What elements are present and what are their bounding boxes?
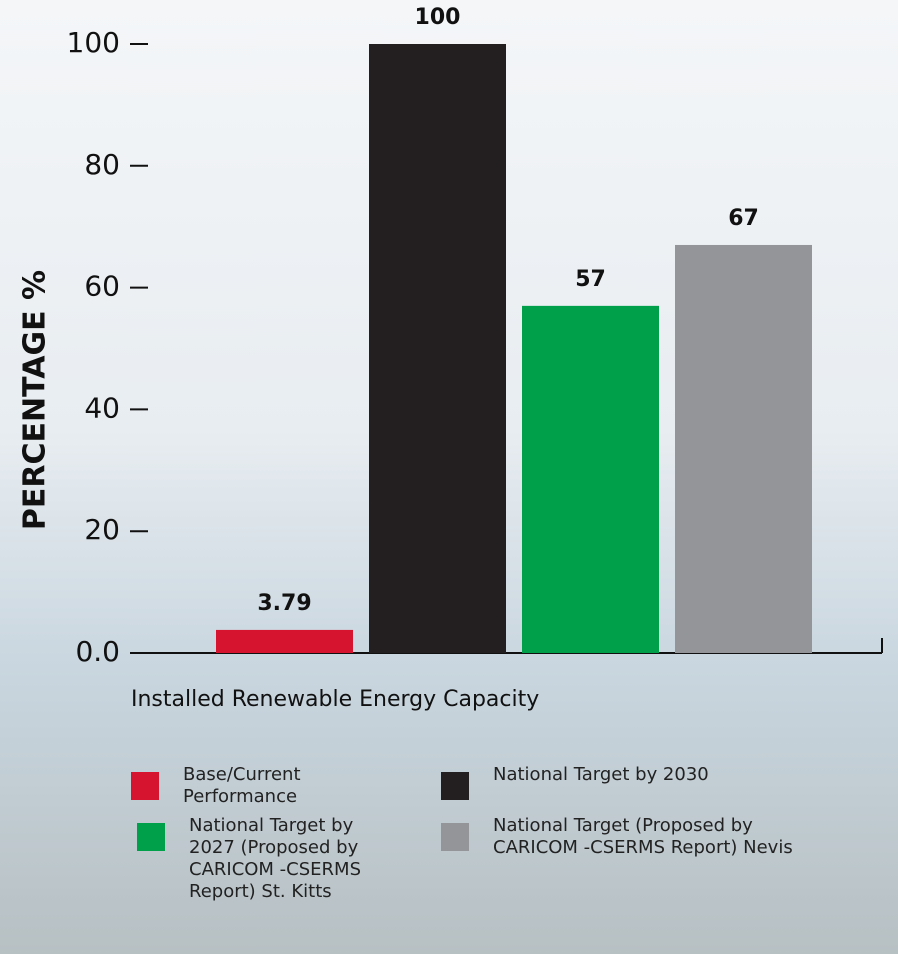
y-tick-label: 20 [84, 513, 120, 546]
bar [675, 244, 812, 653]
legend-item: National Target (Proposed by CARICOM -CS… [441, 815, 833, 859]
value-label: 57 [575, 267, 606, 292]
legend-item: National Target by 2030 [441, 764, 823, 800]
x-category-label: Installed Renewable Energy Capacity [131, 687, 539, 712]
legend-label: National Target by 2030 [493, 764, 709, 785]
legend-label: Base/Current Performance [183, 764, 301, 807]
legend-swatch [441, 772, 469, 800]
legend-swatch [441, 823, 469, 851]
y-tick-label: 0.0 [75, 635, 120, 668]
bar [216, 629, 353, 653]
value-label: 3.79 [257, 591, 311, 616]
y-tick-label: 60 [84, 270, 120, 303]
legend-swatch [137, 823, 165, 851]
value-label: 67 [728, 206, 759, 231]
y-tick-label: 80 [84, 148, 120, 181]
legend-label: National Target (Proposed by CARICOM -CS… [493, 815, 793, 858]
bar [522, 305, 659, 653]
bar [369, 44, 506, 653]
y-tick-label: 40 [84, 391, 120, 424]
value-label: 100 [415, 5, 461, 30]
y-axis-label: PERCENTAGE % [18, 270, 53, 530]
legend-label: National Target by 2027 (Proposed by CAR… [189, 815, 362, 902]
legend-item: Base/Current Performance [131, 764, 383, 808]
legend-swatch [131, 772, 159, 800]
legend-item: National Target by 2027 (Proposed by CAR… [137, 815, 389, 903]
y-tick-label: 100 [67, 26, 120, 59]
